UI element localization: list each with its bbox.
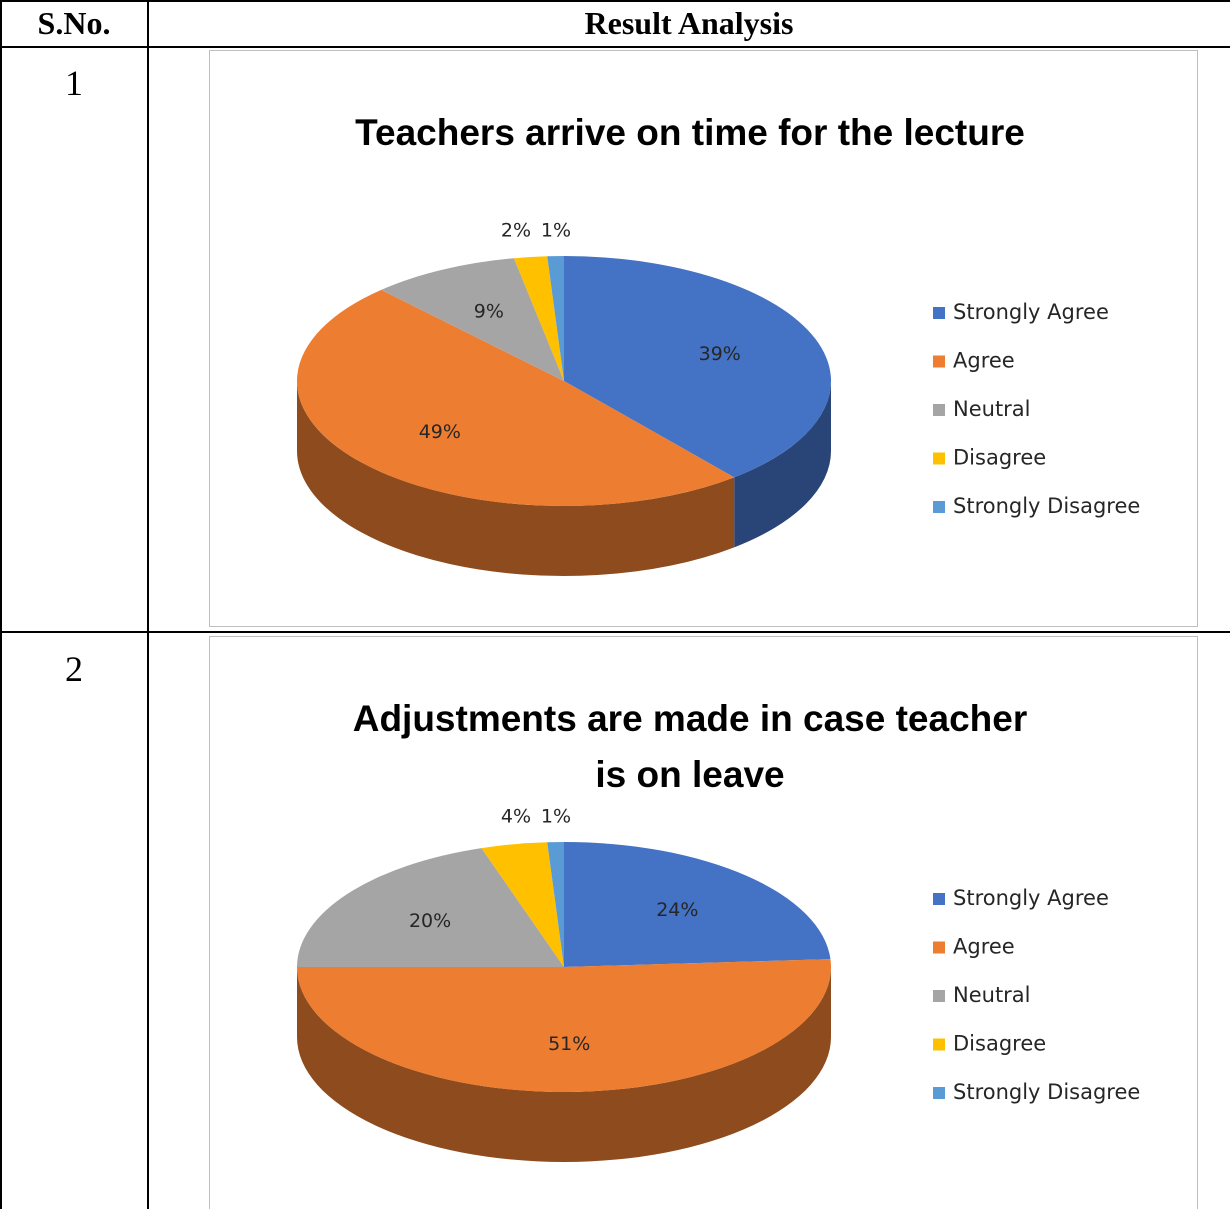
data-label: 1% — [541, 806, 571, 828]
legend-label: Disagree — [953, 1032, 1046, 1056]
chart-frame: Teachers arrive on time for the lecture … — [209, 50, 1198, 627]
legend-label: Strongly Agree — [953, 886, 1109, 910]
pie-side — [734, 381, 831, 548]
legend-swatch — [933, 404, 945, 416]
chart: 39% 49% 9% 2% 1% Strongly Agree Agree Neutral Di… — [296, 220, 1140, 576]
legend-swatch — [933, 990, 945, 1002]
rule — [0, 631, 1230, 633]
pie-side — [297, 967, 831, 1162]
pie-slice — [481, 842, 564, 967]
pie-side — [297, 381, 735, 576]
data-label: 39% — [699, 343, 741, 365]
pie-slice — [513, 256, 564, 381]
rule — [147, 0, 149, 1209]
legend-swatch — [933, 355, 945, 368]
legend-label: Neutral — [953, 983, 1031, 1007]
data-label: 4% — [501, 806, 531, 828]
pie-slice — [564, 842, 831, 967]
chart-title: Adjustments are made in case teacher is … — [352, 698, 1028, 795]
row-number: 2 — [65, 649, 83, 689]
legend-label: Agree — [953, 349, 1015, 373]
pie-slice — [297, 959, 831, 1093]
data-label: 24% — [656, 899, 698, 921]
data-label: 49% — [419, 421, 461, 443]
chart-frame: Adjustments are made in case teacher is … — [209, 636, 1198, 1209]
rule — [0, 0, 2, 1209]
header-cell: Result Analysis — [584, 5, 794, 41]
legend-swatch — [933, 452, 945, 465]
data-label: 1% — [541, 220, 571, 242]
legend-label: Strongly Disagree — [953, 494, 1140, 518]
legend-swatch — [933, 893, 945, 905]
chart-title: Teachers arrive on time for the lecture — [355, 112, 1025, 153]
legend-label: Disagree — [953, 446, 1046, 470]
legend-label: Neutral — [953, 397, 1031, 421]
pie-slice — [547, 256, 564, 381]
rule — [0, 46, 1230, 48]
pie-slice — [381, 258, 564, 381]
legend-label: Strongly Disagree — [953, 1080, 1140, 1104]
legend-swatch — [933, 1038, 945, 1051]
data-label: 51% — [548, 1033, 590, 1055]
row-number: 1 — [65, 63, 83, 103]
data-label: 2% — [501, 220, 531, 242]
header-cell: S.No. — [37, 5, 111, 41]
legend-swatch — [933, 1087, 945, 1099]
legend-swatch — [933, 501, 945, 513]
legend-label: Agree — [953, 935, 1015, 959]
data-label: 20% — [409, 910, 451, 932]
legend-swatch — [933, 307, 945, 319]
data-label: 9% — [474, 300, 504, 322]
legend-label: Strongly Agree — [953, 300, 1109, 324]
chart: 24% 51% 20% 4% 1% Strongly Agree Agree Neutral D… — [297, 806, 1140, 1162]
pie-slice — [547, 842, 564, 967]
pie-slice — [297, 848, 564, 967]
pie-slice — [296, 289, 735, 507]
pie-slice — [564, 256, 832, 478]
rule — [0, 0, 1230, 2]
legend-swatch — [933, 941, 945, 954]
